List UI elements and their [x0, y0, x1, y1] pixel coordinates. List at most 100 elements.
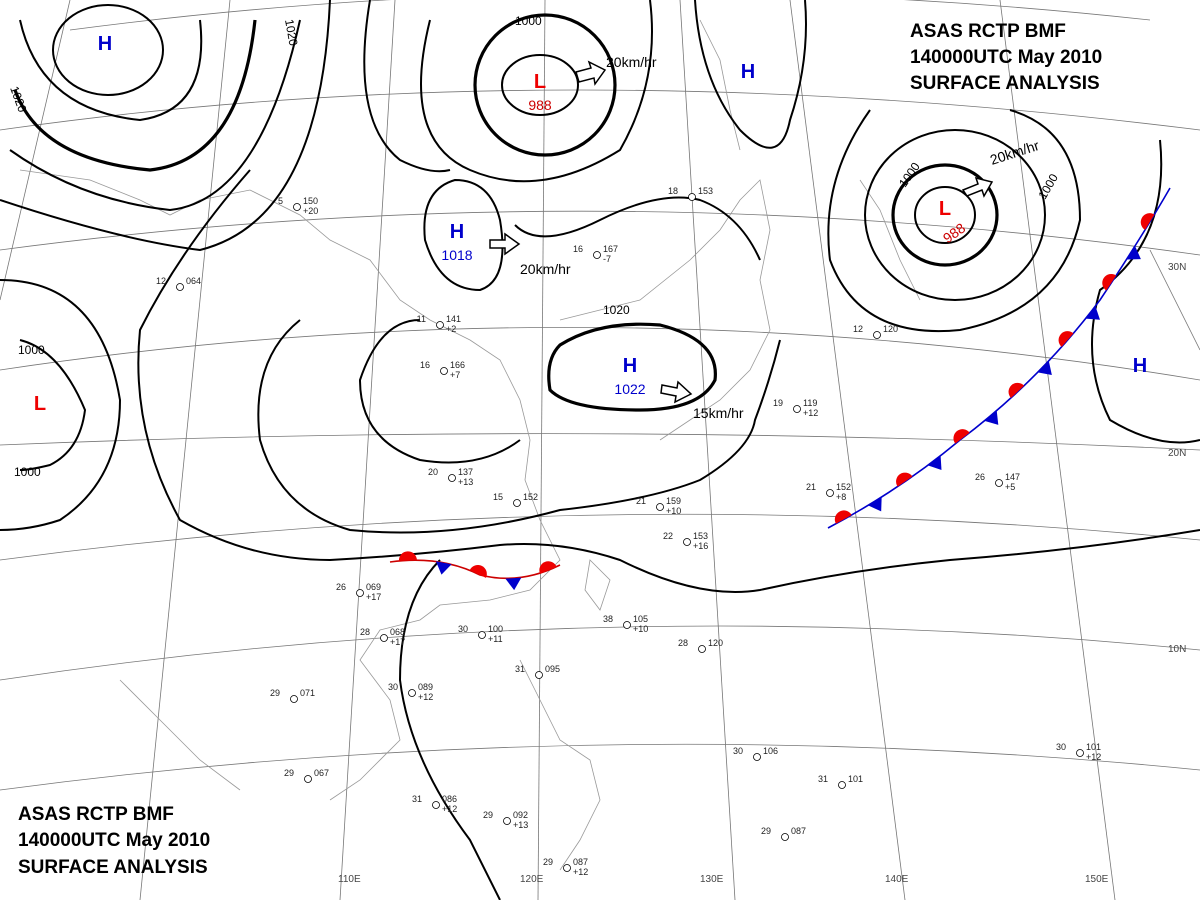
isobar	[914, 186, 976, 244]
station-circle	[356, 589, 364, 597]
station-pressure: 152	[523, 492, 538, 502]
station-circle	[683, 538, 691, 546]
station-tendency: +16	[693, 541, 708, 551]
center-symbol: H	[623, 355, 637, 377]
station-circle	[826, 489, 834, 497]
latitude-label: 30N	[1168, 262, 1186, 273]
station-circle	[656, 503, 664, 511]
station-circle	[478, 631, 486, 639]
cold-front-symbol	[505, 577, 522, 591]
parallel	[0, 625, 1200, 681]
motion-label: 20km/hr	[606, 54, 657, 70]
warm-front-symbol	[539, 561, 557, 574]
station-pressure: 089	[418, 682, 433, 692]
longitude-label: 110E	[338, 874, 361, 885]
station-circle	[290, 695, 298, 703]
parallel	[69, 0, 1151, 31]
parallel	[0, 433, 1200, 451]
station-temperature: 20	[428, 467, 438, 477]
station-pressure: 120	[883, 324, 898, 334]
station-temperature: 19	[773, 398, 783, 408]
station-temperature: 12	[853, 324, 863, 334]
isobar	[827, 109, 1082, 333]
station-pressure: 167	[603, 244, 618, 254]
parallel	[0, 743, 1200, 791]
isobar	[358, 319, 521, 464]
longitude-label: 120E	[520, 874, 544, 885]
isobar	[547, 322, 717, 412]
station-circle	[838, 781, 846, 789]
isobar-label: 1000	[515, 14, 542, 28]
isobar	[891, 163, 999, 267]
station-temperature: 12	[156, 276, 166, 286]
parallel	[0, 513, 1200, 561]
center-symbol: L	[534, 71, 546, 93]
station-temperature: 30	[458, 624, 468, 634]
meridian	[999, 0, 1116, 900]
isobar	[19, 339, 87, 471]
station-circle	[513, 499, 521, 507]
station-temperature: 16	[573, 244, 583, 254]
latitude-label: 20N	[1168, 448, 1186, 459]
station-pressure: 106	[763, 746, 778, 756]
station-circle	[793, 405, 801, 413]
station-circle	[380, 634, 388, 642]
station-tendency: +10	[633, 624, 648, 634]
isobar-label: 1000	[18, 343, 45, 357]
station-pressure: 120	[708, 638, 723, 648]
station-temperature: 28	[678, 638, 688, 648]
station-circle	[293, 203, 301, 211]
meridian	[1149, 249, 1200, 351]
header-line: ASAS RCTP BMF	[18, 804, 174, 825]
isobar	[257, 319, 781, 534]
station-temperature: 15	[493, 492, 503, 502]
station-pressure: 153	[698, 186, 713, 196]
isobar	[9, 19, 301, 212]
station-tendency: +10	[666, 506, 681, 516]
station-pressure: 064	[186, 276, 201, 286]
station-temperature: 30	[388, 682, 398, 692]
station-tendency: +5	[1005, 482, 1015, 492]
motion-label: 15km/hr	[693, 405, 744, 421]
station-tendency: +20	[303, 206, 318, 216]
station-tendency: +7	[450, 370, 460, 380]
header-line: 140000UTC May 2010	[910, 47, 1102, 68]
isobar-label: 1020	[282, 18, 300, 47]
cold-front-symbol	[435, 561, 452, 575]
station-circle	[408, 689, 416, 697]
coastlines	[19, 19, 921, 871]
station-temperature: 21	[806, 482, 816, 492]
station-pressure: 101	[1086, 742, 1101, 752]
isobar	[0, 279, 122, 531]
station-temperature: 29	[761, 826, 771, 836]
station-tendency: +12	[442, 804, 457, 814]
station-temperature: 22	[663, 531, 673, 541]
station-pressure: 069	[366, 582, 381, 592]
isobar	[363, 0, 451, 173]
meridian	[537, 0, 546, 900]
station-tendency: +13	[513, 820, 528, 830]
warm-front-symbol	[1008, 382, 1025, 399]
warm-front-symbol	[834, 510, 852, 524]
station-pressure: 153	[693, 531, 708, 541]
longitude-label: 140E	[885, 874, 909, 885]
station-tendency: +12	[418, 692, 433, 702]
header-line: ASAS RCTP BMF	[910, 21, 1066, 42]
header-line: 140000UTC May 2010	[18, 830, 210, 851]
station-circle	[448, 474, 456, 482]
station-circle	[873, 331, 881, 339]
station-tendency: +12	[573, 867, 588, 877]
station-temperature: 30	[733, 746, 743, 756]
isobar	[52, 4, 164, 96]
station-temperature: 16	[420, 360, 430, 370]
isobar	[0, 0, 331, 252]
station-temperature: 26	[336, 582, 346, 592]
station-tendency: +17	[366, 592, 381, 602]
station-tendency: -7	[603, 254, 611, 264]
isobar	[864, 129, 1046, 301]
station-temperature: 29	[483, 810, 493, 820]
station-temperature: 29	[284, 768, 294, 778]
